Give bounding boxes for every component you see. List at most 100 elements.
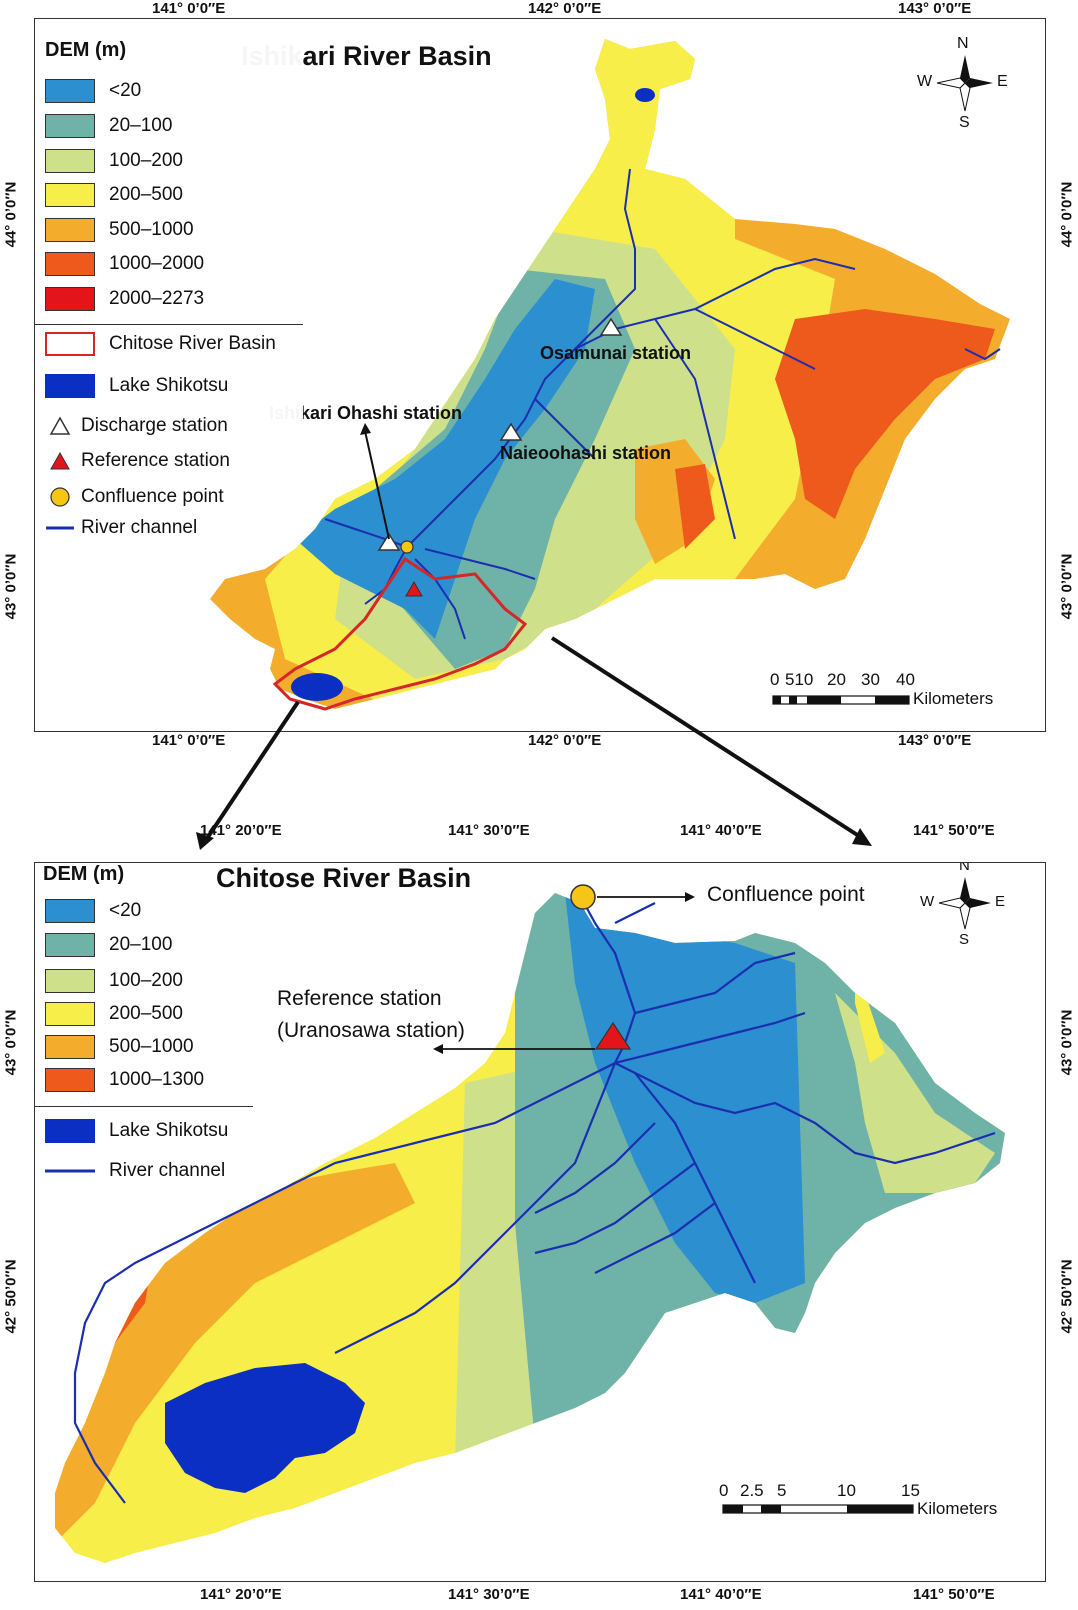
bottom-compass-n: N <box>959 862 970 874</box>
legend-class-4: 200–500 <box>45 181 183 209</box>
bottom-x-tick-bottom-2: 141° 30’0″E <box>448 1586 530 1603</box>
confluence-point-marker-large <box>570 884 596 910</box>
top-scale-label-3: 30 <box>861 670 880 689</box>
ishikari-ohashi-leader <box>364 430 390 540</box>
ishikari-ohashi-station-marker <box>377 532 401 551</box>
top-x-tick-bottom-3: 143° 0’0″E <box>898 732 972 749</box>
top-x-tick-top-1: 141° 0’0″E <box>152 0 226 17</box>
top-compass-icon <box>936 55 993 112</box>
legend-divider <box>35 324 303 325</box>
legend-item-discharge: Discharge station <box>45 412 228 440</box>
legend-swatch <box>45 1035 95 1059</box>
legend-class-2: 20–100 <box>45 112 172 140</box>
bottom-x-tick-bottom-3: 141° 40’0″E <box>680 1586 762 1603</box>
filled-box-icon <box>45 374 95 398</box>
legend-class-label: 500–1000 <box>109 1036 194 1057</box>
legend-item-label: Lake Shikotsu <box>109 375 229 396</box>
legend-item-label: Reference station <box>81 450 230 471</box>
reference-station-label: Reference station <box>277 987 442 1010</box>
top-scale-bar <box>772 695 910 705</box>
legend-class-1: <20 <box>45 77 141 105</box>
bottom-scale-label-2: 5 <box>777 1481 787 1500</box>
chitose-map-title: Chitose River Basin <box>216 863 472 893</box>
ishikari-legend: DEM (m) <20 20–100 100–200 200–500 500–1… <box>35 19 303 541</box>
ishikari-map-panel: Ishikari River Basin N S E W Osamunai st… <box>34 18 1046 732</box>
legend-item-river: River channel <box>45 1157 225 1185</box>
top-compass-w: W <box>917 73 933 90</box>
legend-class-5: 500–1000 <box>45 216 194 244</box>
legend-swatch <box>45 969 95 993</box>
lake-shikotsu-small <box>291 673 343 701</box>
legend-class-1: <20 <box>45 897 141 925</box>
ishikari-basin-map <box>210 39 1010 711</box>
bottom-x-tick-top-4: 141° 50’0″E <box>913 822 995 839</box>
chitose-basin-outline <box>272 556 528 711</box>
legend-item-label: River channel <box>81 517 198 538</box>
top-scale-unit: Kilometers <box>913 689 994 708</box>
legend-item-confluence: Confluence point <box>45 483 224 511</box>
top-scale-label-4: 40 <box>896 670 915 689</box>
legend-item-label: Confluence point <box>81 486 224 507</box>
legend-class-3: 100–200 <box>45 967 183 995</box>
uranosawa-station-label: (Uranosawa station) <box>277 1019 465 1042</box>
legend-swatch <box>45 218 95 242</box>
outline-box-icon <box>45 332 95 356</box>
bottom-x-tick-bottom-1: 141° 20’0″E <box>200 1586 282 1603</box>
top-scale-label-0: 0 <box>770 670 780 689</box>
chitose-map-panel: Chitose River Basin N S E W Confluence p… <box>34 862 1046 1582</box>
legend-swatch <box>45 287 95 311</box>
chitose-legend-heading: DEM (m) <box>43 863 125 885</box>
legend-class-4: 200–500 <box>45 1000 183 1028</box>
legend-class-label: 1000–2000 <box>109 253 205 274</box>
northern-lake <box>635 88 655 102</box>
legend-class-label: 100–200 <box>109 970 183 991</box>
top-x-tick-bottom-1: 141° 0’0″E <box>152 732 226 749</box>
filled-box-icon <box>45 1119 95 1143</box>
legend-class-7: 2000–2273 <box>45 285 204 313</box>
naieoohashi-station-label: Naieoohashi station <box>500 443 672 463</box>
bottom-x-tick-bottom-4: 141° 50’0″E <box>913 1586 995 1603</box>
red-triangle-icon <box>45 449 75 473</box>
bottom-compass-s: S <box>959 931 970 948</box>
bottom-scale-label-1: 2.5 <box>740 1481 764 1500</box>
legend-class-label: 200–500 <box>109 184 183 205</box>
bottom-scale-label-4: 15 <box>901 1481 920 1500</box>
osamunai-station-label: Osamunai station <box>540 343 692 363</box>
legend-swatch <box>45 899 95 923</box>
white-triangle-icon <box>45 414 75 438</box>
bottom-compass-icon <box>938 877 991 930</box>
legend-item-label: Discharge station <box>81 415 228 436</box>
legend-item-label: River channel <box>109 1160 226 1181</box>
legend-swatch <box>45 1068 95 1092</box>
legend-class-label: 100–200 <box>109 150 183 171</box>
chitose-basin-map <box>55 877 1005 1563</box>
legend-class-label: 500–1000 <box>109 219 194 240</box>
top-scale-label-1: 510 <box>785 670 814 689</box>
line-icon <box>45 516 75 540</box>
bottom-scale-unit: Kilometers <box>917 1499 998 1518</box>
line-icon <box>45 1159 95 1183</box>
legend-swatch <box>45 183 95 207</box>
top-compass-s: S <box>959 114 970 131</box>
top-compass-n: N <box>957 35 969 52</box>
bottom-y-tick-left-1: 43° 0’0″N <box>2 1009 20 1076</box>
legend-class-label: 20–100 <box>109 934 173 955</box>
legend-swatch <box>45 114 95 138</box>
bottom-compass-e: E <box>995 893 1006 910</box>
bottom-compass-w: W <box>920 893 935 910</box>
legend-item-river: River channel <box>45 514 197 542</box>
legend-class-label: 20–100 <box>109 115 173 136</box>
legend-class-6: 1000–1300 <box>45 1066 204 1094</box>
legend-swatch <box>45 149 95 173</box>
legend-swatch <box>45 1002 95 1026</box>
legend-swatch <box>45 252 95 276</box>
confluence-point-marker <box>400 540 414 554</box>
top-x-tick-bottom-2: 142° 0’0″E <box>528 732 602 749</box>
legend-class-2: 20–100 <box>45 931 172 959</box>
bottom-x-tick-top-1: 141° 20’0″E <box>200 822 282 839</box>
chitose-legend: DEM (m) <20 20–100 100–200 200–500 500–1… <box>35 863 253 1193</box>
reference-station-marker <box>405 580 423 597</box>
bottom-x-tick-top-2: 141° 30’0″E <box>448 822 530 839</box>
top-compass-e: E <box>997 73 1008 90</box>
